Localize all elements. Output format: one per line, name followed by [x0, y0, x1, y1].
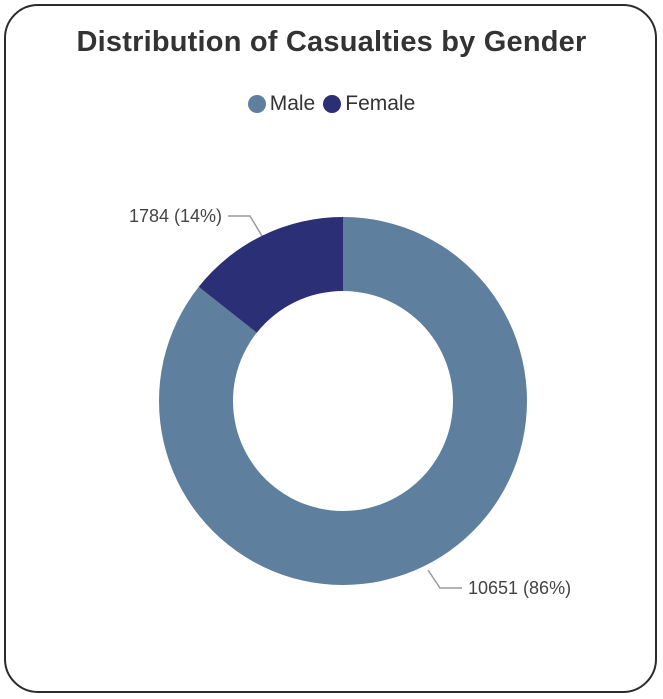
- leader-line-male: [427, 569, 462, 589]
- legend-item-female[interactable]: Female: [323, 92, 415, 116]
- chart-title: Distribution of Casualties by Gender: [76, 26, 587, 58]
- legend-label-male: Male: [269, 92, 316, 115]
- slice-male[interactable]: [159, 217, 527, 586]
- legend-item-male[interactable]: Male: [247, 92, 316, 116]
- data-label-male: 10651 (86%): [468, 578, 571, 598]
- legend-swatch-female: [323, 95, 342, 113]
- chart-legend: Male Female: [0, 92, 663, 116]
- legend-label-female: Female: [345, 92, 416, 115]
- leader-line-female: [228, 215, 263, 237]
- slice-female[interactable]: [198, 217, 343, 333]
- legend-swatch-male: [247, 95, 266, 113]
- data-label-female: 1784 (14%): [129, 206, 222, 226]
